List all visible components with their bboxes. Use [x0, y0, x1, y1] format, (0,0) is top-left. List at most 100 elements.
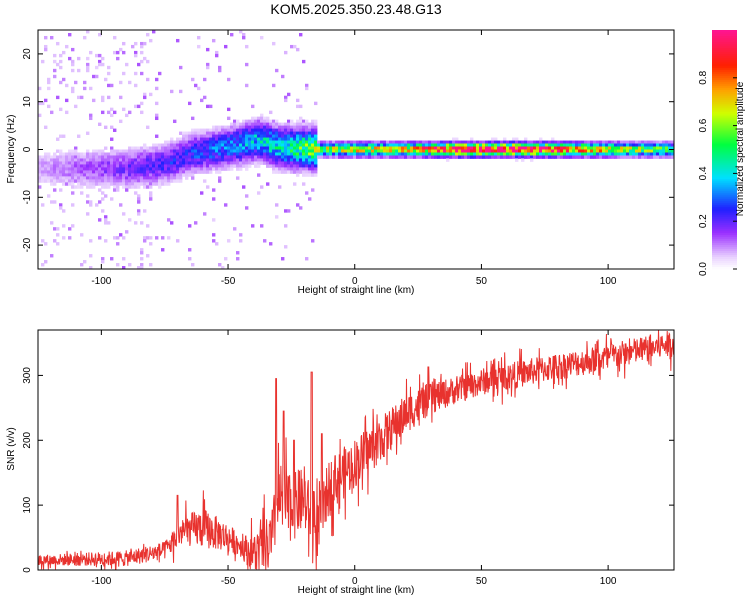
spectrogram-cell	[65, 167, 69, 171]
spectrogram-cell	[407, 146, 411, 150]
spectrogram-cell	[218, 179, 222, 183]
spectrogram-cell	[518, 143, 522, 147]
spectrogram-cell	[563, 146, 567, 150]
spectrogram-cell	[140, 257, 144, 261]
spectrogram-cell	[569, 155, 573, 159]
spectrogram-cell	[527, 155, 531, 159]
spectrogram-cell	[593, 152, 597, 156]
spectrogram-cell	[125, 161, 129, 165]
spectrogram-xlabel: Height of straight line (km)	[298, 285, 415, 296]
spectrogram-cell	[353, 152, 357, 156]
spectrogram-cell	[203, 149, 207, 153]
spectrogram-cell	[239, 137, 243, 141]
spectrogram-cell	[575, 152, 579, 156]
spectrogram-cell	[215, 158, 219, 162]
spectrogram-cell	[659, 143, 663, 147]
spectrogram-xtick-label: -100	[91, 276, 111, 287]
spectrogram-cell	[578, 155, 582, 159]
spectrogram-cell	[314, 164, 318, 168]
colorbar-segment	[712, 213, 737, 216]
spectrogram-cell	[233, 152, 237, 156]
spectrogram-cell	[101, 164, 105, 168]
spectrogram-cell	[629, 149, 633, 153]
spectrogram-cell	[188, 146, 192, 150]
spectrogram-cell	[140, 44, 144, 49]
spectrogram-cell	[287, 122, 291, 126]
colorbar-segment	[712, 43, 737, 47]
spectrogram-cell	[71, 155, 75, 159]
spectrogram-cell	[89, 86, 93, 91]
spectrogram-cell	[140, 152, 144, 156]
spectrogram-cell	[434, 140, 438, 144]
spectrogram-cell	[155, 149, 159, 153]
spectrogram-cell	[287, 125, 291, 129]
spectrogram-cell	[485, 149, 489, 153]
spectrogram-cell	[320, 152, 324, 156]
spectrogram-cell	[101, 179, 105, 183]
spectrogram-cell	[131, 164, 135, 168]
spectrogram-cell	[293, 134, 297, 138]
spectrogram-cell	[95, 179, 99, 183]
spectrogram-cell	[155, 158, 159, 162]
spectrogram-cell	[377, 149, 381, 153]
spectrogram-cell	[353, 149, 357, 153]
spectrogram-cell	[47, 155, 51, 159]
spectrogram-cell	[341, 140, 345, 144]
spectrogram-cell	[497, 149, 501, 153]
spectrogram-cell	[119, 152, 123, 156]
spectrogram-cell	[176, 155, 180, 159]
spectrogram-cell	[50, 254, 54, 258]
colorbar-segment	[712, 30, 737, 33]
spectrogram-cell	[98, 164, 102, 168]
spectrogram-cell	[164, 170, 168, 174]
spectrogram-cell	[527, 152, 531, 156]
spectrogram-cell	[197, 149, 201, 153]
spectrogram-cell	[299, 32, 303, 37]
spectrogram-cell	[104, 239, 108, 243]
spectrogram-cell	[374, 152, 378, 156]
spectrogram-cell	[257, 134, 261, 138]
spectrogram-cell	[92, 161, 96, 165]
spectrogram-cell	[278, 158, 282, 162]
spectrogram-cell	[173, 119, 177, 124]
spectrogram-cell	[107, 65, 111, 70]
spectrogram-cell	[260, 125, 264, 129]
spectrogram-cell	[125, 155, 129, 159]
spectrogram-cell	[83, 170, 87, 174]
spectrogram-cell	[656, 143, 660, 147]
spectrogram-cell	[629, 140, 633, 144]
spectrogram-cell	[317, 146, 321, 150]
spectrogram-cell	[314, 101, 318, 106]
spectrogram-cell	[248, 128, 252, 132]
spectrogram-cell	[242, 155, 246, 159]
spectrogram-cell	[59, 80, 63, 85]
spectrogram-cell	[170, 221, 174, 225]
spectrogram-cell	[485, 146, 489, 150]
spectrogram-cell	[149, 191, 153, 195]
spectrogram-cell	[224, 146, 228, 150]
spectrogram-cell	[428, 146, 432, 150]
spectrogram-cell	[467, 149, 471, 153]
spectrogram-cell	[155, 86, 159, 91]
colorbar-segment	[712, 47, 737, 51]
spectrogram-cell	[263, 146, 267, 150]
colorbar-segment	[712, 135, 737, 139]
spectrogram-cell	[116, 170, 120, 174]
spectrogram-cell	[212, 188, 216, 192]
spectrogram-cell	[149, 179, 153, 183]
spectrogram-cell	[527, 140, 531, 144]
spectrogram-cell	[512, 152, 516, 156]
colorbar-segment	[712, 181, 737, 184]
spectrogram-cell	[272, 143, 276, 147]
spectrogram-cell	[230, 158, 234, 162]
spectrogram-cell	[131, 167, 135, 171]
spectrogram-cell	[224, 149, 228, 153]
spectrogram-cell	[209, 134, 213, 138]
colorbar-segment	[712, 183, 737, 186]
spectrogram-cell	[479, 143, 483, 147]
spectrogram-cell	[626, 149, 630, 153]
spectrogram-cell	[74, 80, 78, 85]
spectrogram-cell	[263, 119, 267, 124]
spectrogram-cell	[194, 137, 198, 141]
spectrogram-cell	[374, 143, 378, 147]
